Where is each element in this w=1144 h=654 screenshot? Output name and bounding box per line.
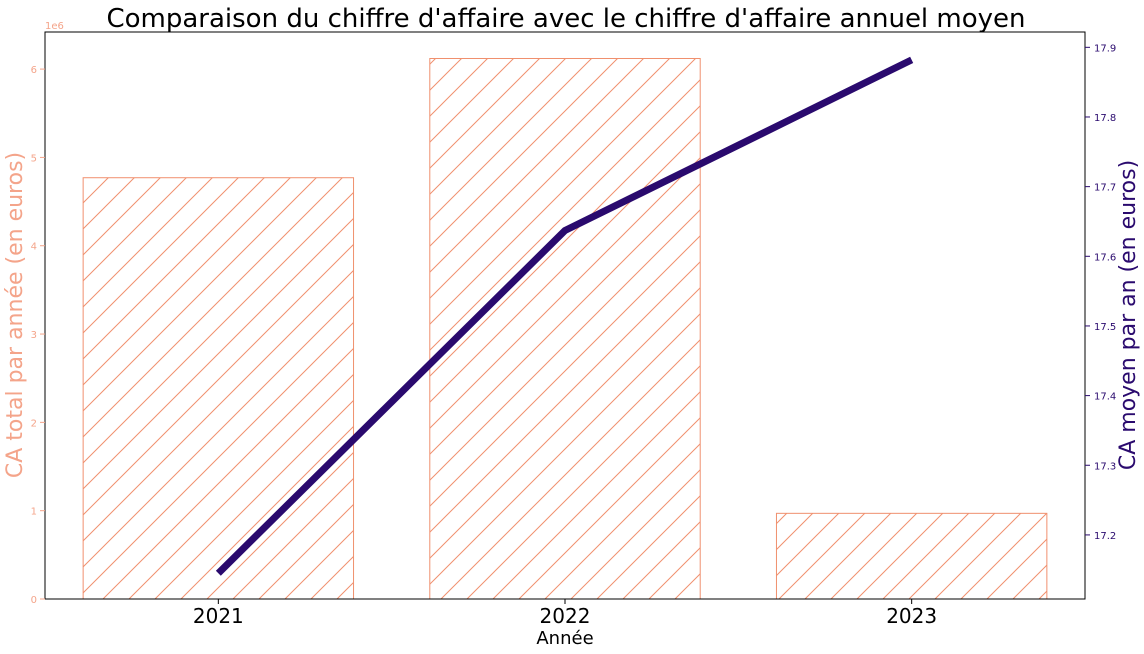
line-layer [215,56,914,576]
right-tick-label: 17.5 [1094,322,1116,333]
x-tick-label: 2023 [886,604,937,628]
right-tick-label: 17.7 [1094,183,1116,194]
left-tick-label: 2 [31,418,37,429]
left-axis-offset: 1e6 [45,21,64,32]
right-axis: 17.2 17.3 17.4 17.5 17.6 17.7 17.8 17.9 [1085,43,1116,542]
left-tick-label: 4 [31,242,37,253]
x-axis: 2021 2022 2023 [193,599,937,628]
left-axis-label: CA total par année (en euros) [3,152,28,478]
left-tick-label: 5 [31,153,37,164]
left-tick-label: 3 [31,330,37,341]
left-tick-label: 6 [31,65,37,76]
right-tick-label: 17.3 [1094,461,1116,472]
x-axis-label: Année [536,628,593,649]
right-tick-label: 17.4 [1094,392,1116,403]
bar-2021 [82,177,355,600]
average-line [215,56,914,576]
bars-layer [82,57,1048,600]
x-tick-label: 2022 [540,604,591,628]
bar-2022 [429,57,701,600]
right-axis-label: CA moyen par an (en euros) [1116,160,1141,470]
right-tick-label: 17.8 [1094,113,1116,124]
right-tick-label: 17.6 [1094,252,1116,263]
right-tick-label: 17.2 [1094,531,1116,542]
chart-title: Comparaison du chiffre d'affaire avec le… [106,4,1025,34]
right-tick-label: 17.9 [1094,43,1116,54]
left-tick-label: 0 [31,595,37,606]
left-axis: 0 1 2 3 4 5 6 [31,65,45,606]
left-tick-label: 1 [31,507,37,518]
bar-2023 [775,512,1048,600]
x-tick-label: 2021 [193,604,244,628]
